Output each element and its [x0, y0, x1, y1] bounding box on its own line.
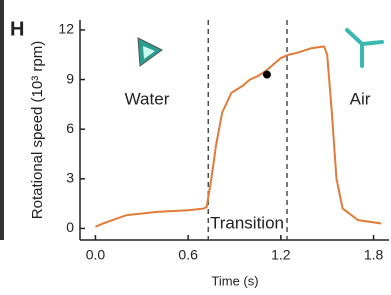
y-tick-label: 3: [66, 170, 74, 186]
annotation: Water: [125, 89, 170, 108]
y-tick-label: 6: [66, 120, 74, 136]
y-tick-label: 12: [58, 21, 74, 37]
y-axis-label: Rotational speed (10³ rpm): [29, 41, 46, 219]
annotation: Transition: [210, 213, 284, 232]
water-icon: [138, 38, 162, 66]
annotation: Air: [350, 89, 371, 108]
x-tick-label: 0.6: [178, 247, 198, 263]
y-tick-label: 0: [66, 219, 74, 235]
neighbor-edge: [0, 0, 4, 240]
x-axis-label: Time (s): [211, 273, 258, 288]
chart: H Rotational speed (10³ rpm) Time (s) Wa…: [0, 0, 391, 295]
line-series: [95, 46, 381, 226]
highlight-point: [263, 71, 271, 79]
panel-label: H: [10, 18, 24, 40]
x-tick-label: 0.0: [86, 247, 106, 263]
y-tick-label: 9: [66, 70, 74, 86]
x-tick-label: 1.8: [364, 247, 384, 263]
x-tick-label: 1.2: [271, 247, 291, 263]
air-icon: [347, 30, 382, 66]
